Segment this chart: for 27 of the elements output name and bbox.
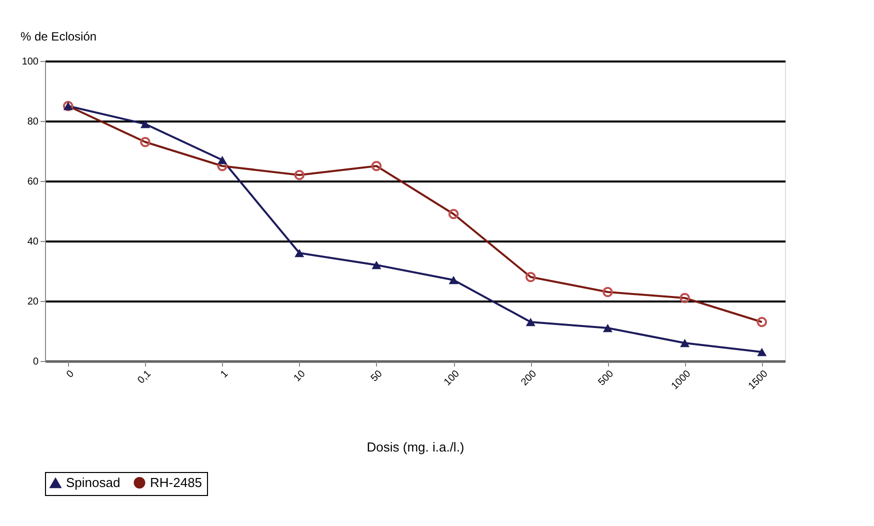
legend-label: RH-2485 (150, 474, 202, 490)
x-tick-label: 50 (369, 368, 386, 384)
x-tick-label: 0,1 (136, 368, 154, 386)
point (372, 260, 382, 270)
point (140, 120, 150, 128)
y-tick-label: 40 (27, 236, 39, 248)
x-tick-label: 1 (218, 368, 231, 380)
y-tick-label: 60 (27, 176, 39, 188)
point (294, 248, 304, 258)
point (448, 276, 458, 284)
point (680, 338, 690, 348)
x-tick-label: 0 (64, 368, 77, 380)
y-tick-label: 20 (27, 296, 39, 308)
point (526, 318, 536, 326)
x-tick-label: 100 (442, 368, 462, 388)
y-tick-label: 100 (22, 56, 39, 68)
y-tick-label: 0 (32, 356, 39, 368)
x-tick-label: 500 (596, 368, 616, 388)
y-axis-title: % de Eclosión (20, 30, 97, 44)
x-tick-label: 200 (519, 368, 540, 388)
x-axis-title: Dosis (mg. i.a./l.) (366, 439, 464, 454)
point (757, 348, 767, 356)
y-tick-label: 80 (27, 116, 39, 128)
point (218, 156, 228, 164)
legend-label: Spinosad (66, 475, 120, 490)
point (602, 324, 612, 332)
x-tick-label: 10 (292, 368, 308, 384)
